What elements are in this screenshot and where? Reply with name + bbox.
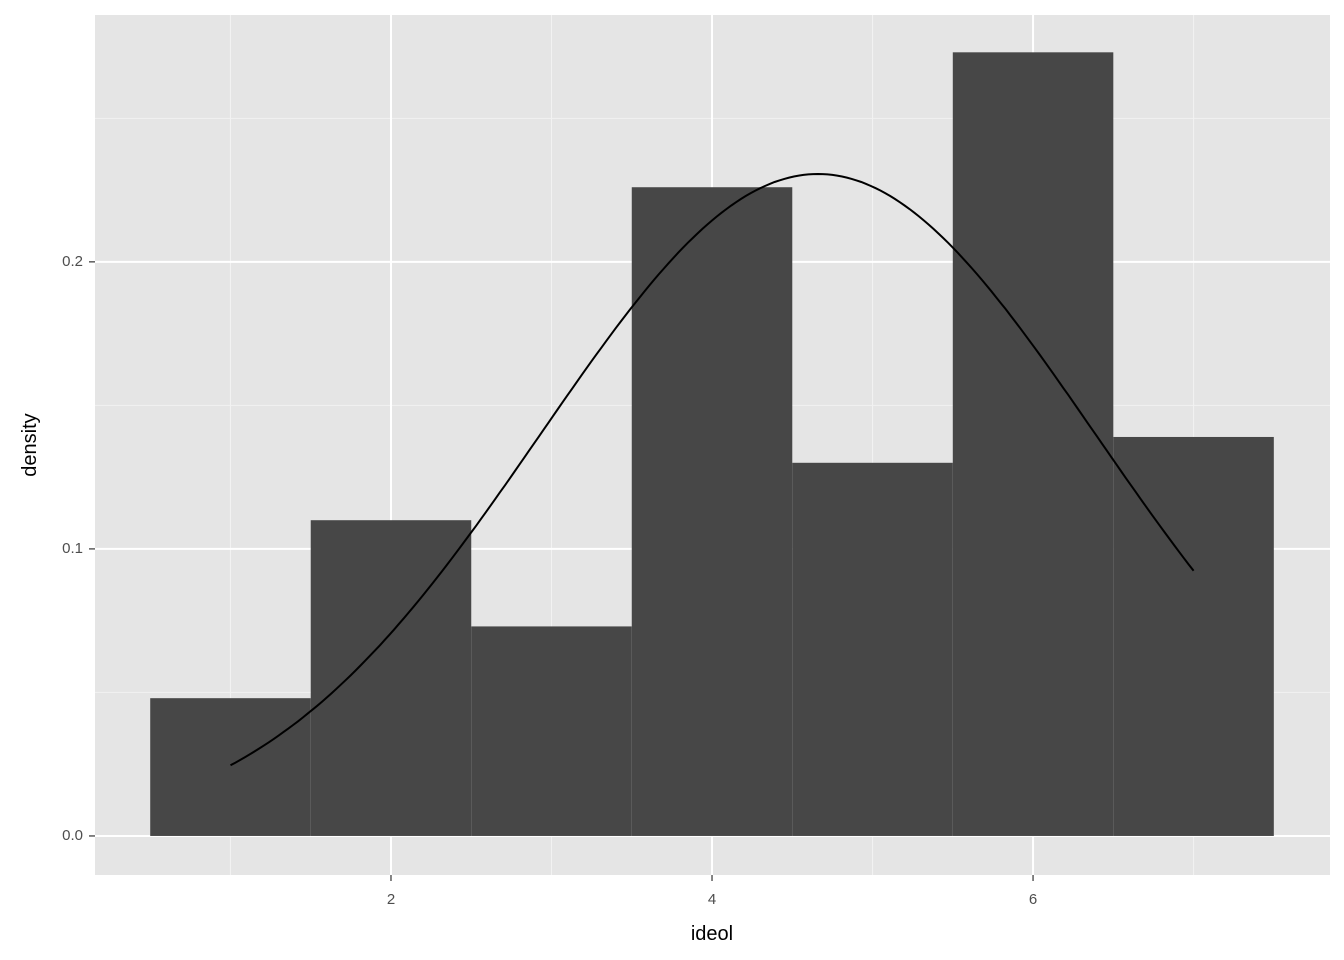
x-tick-label: 2 — [387, 891, 395, 908]
histogram-bars — [150, 52, 1274, 836]
histogram-bar — [631, 187, 793, 836]
y-tick-label: 0.2 — [62, 253, 83, 270]
y-axis: 0.0 0.1 0.2 — [62, 253, 95, 844]
histogram-bar — [1113, 436, 1274, 836]
histogram-bar — [792, 462, 953, 836]
histogram-bar — [150, 698, 311, 836]
x-tick-label: 6 — [1029, 891, 1037, 908]
x-tick-label: 4 — [708, 891, 716, 908]
y-tick-label: 0.1 — [62, 540, 83, 557]
density-curve — [230, 172, 1195, 767]
y-axis-title: density — [19, 413, 41, 476]
x-axis-title: ideol — [691, 923, 733, 945]
histogram-bar — [310, 520, 472, 836]
histogram-bar — [952, 52, 1114, 836]
histogram-bar — [471, 626, 632, 836]
y-tick-label: 0.0 — [62, 827, 83, 844]
x-axis: 2 4 6 — [387, 875, 1037, 908]
